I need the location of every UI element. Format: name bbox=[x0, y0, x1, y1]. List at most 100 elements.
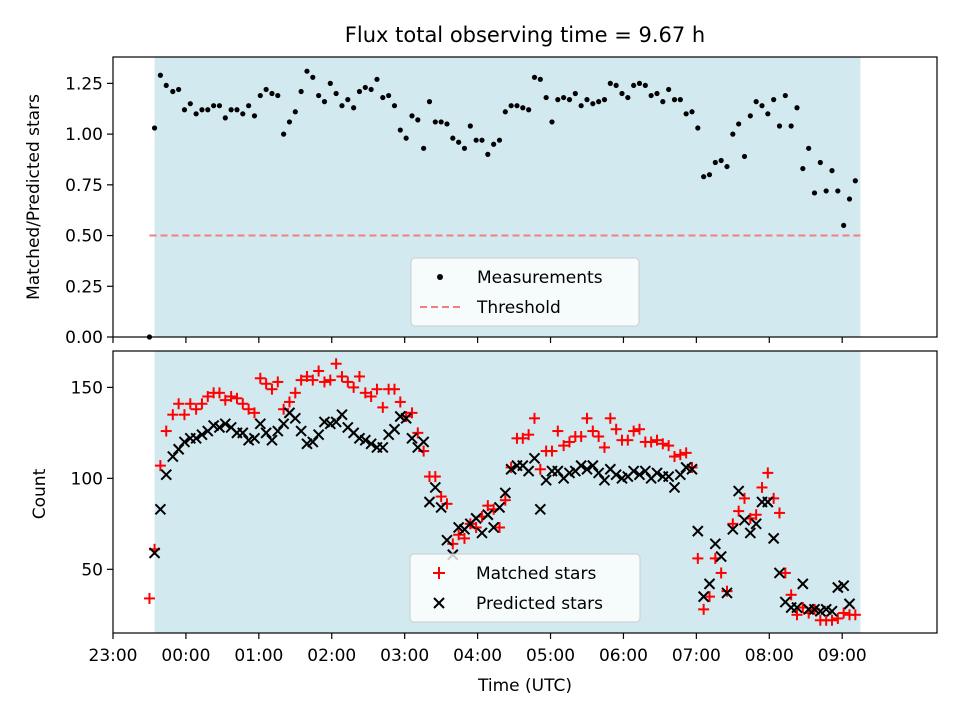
x-tick-label: 01:00 bbox=[234, 646, 283, 666]
measurement-point bbox=[537, 76, 543, 82]
matched-star-point bbox=[313, 365, 325, 377]
predicted-star-point bbox=[598, 474, 611, 486]
predicted-star-point bbox=[237, 427, 249, 439]
measurement-point bbox=[380, 94, 386, 101]
measurement-point bbox=[636, 80, 643, 86]
y-tick-label: 100 bbox=[71, 469, 103, 489]
matched-star-point bbox=[657, 438, 669, 450]
predicted-star-point bbox=[482, 509, 494, 521]
matched-star-point bbox=[692, 552, 704, 564]
measurement-point bbox=[391, 103, 398, 109]
measurement-point bbox=[590, 101, 596, 107]
matched-star-point bbox=[272, 376, 284, 388]
matched-star-point bbox=[295, 374, 307, 386]
matched-star-point bbox=[756, 481, 768, 493]
matched-star-point bbox=[698, 603, 710, 615]
matched-star-point bbox=[348, 381, 360, 393]
matched-star-point bbox=[365, 390, 377, 402]
measurement-point bbox=[601, 97, 608, 103]
measurement-point bbox=[421, 145, 427, 151]
x-tick-label: 03:00 bbox=[380, 646, 429, 666]
top-x-axis bbox=[112, 337, 843, 343]
measurement-point bbox=[578, 103, 584, 109]
matched-star-point bbox=[143, 592, 155, 604]
matched-star-point bbox=[733, 505, 745, 517]
matched-star-point bbox=[499, 494, 511, 506]
matched-star-point bbox=[260, 378, 272, 390]
measurement-point bbox=[572, 90, 578, 97]
measurement-point bbox=[852, 178, 858, 184]
measurement-point bbox=[823, 188, 829, 194]
measurement-point bbox=[496, 137, 503, 143]
predicted-star-point bbox=[791, 601, 803, 614]
predicted-star-point bbox=[651, 467, 663, 479]
measurement-point bbox=[706, 172, 713, 178]
measurement-point bbox=[648, 92, 654, 99]
measurement-point bbox=[566, 97, 573, 103]
matched-star-point bbox=[593, 431, 605, 443]
predicted-star-point bbox=[633, 469, 646, 481]
matched-star-point bbox=[651, 434, 663, 446]
matched-star-point bbox=[219, 394, 231, 406]
predicted-star-point bbox=[668, 481, 681, 494]
legend-measurements-label: Measurements bbox=[477, 268, 603, 288]
predicted-stars-series bbox=[148, 407, 856, 617]
predicted-star-point bbox=[744, 527, 757, 539]
matched-star-point bbox=[266, 383, 278, 395]
measurement-point bbox=[269, 90, 275, 97]
matched-star-point bbox=[750, 509, 762, 521]
predicted-star-point bbox=[773, 567, 786, 579]
matched-star-point bbox=[394, 396, 406, 408]
x-tick-label: 06:00 bbox=[599, 646, 648, 666]
measurement-point bbox=[800, 165, 806, 172]
x-tick-label: 08:00 bbox=[745, 646, 794, 666]
matched-star-point bbox=[342, 376, 354, 388]
top-plot-frame bbox=[112, 56, 938, 338]
measurement-point bbox=[677, 97, 683, 103]
measurement-point bbox=[461, 145, 468, 151]
predicted-star-point bbox=[540, 474, 552, 486]
top-legend-box bbox=[410, 257, 640, 327]
bottom-plot-frame bbox=[112, 350, 938, 634]
measurement-point bbox=[811, 190, 818, 196]
predicted-star-point bbox=[843, 598, 856, 610]
matched-star-point bbox=[154, 460, 166, 472]
measurement-point bbox=[450, 135, 456, 141]
predicted-star-point bbox=[697, 590, 710, 603]
x-tick-label: 04:00 bbox=[453, 646, 502, 666]
measurement-point bbox=[257, 92, 263, 99]
top-y-axis-label: Matched/Predicted stars bbox=[24, 94, 44, 300]
measurement-point bbox=[741, 153, 748, 160]
legend-measurements-marker bbox=[437, 274, 443, 280]
matched-star-point bbox=[674, 449, 686, 461]
legend-predicted-label: Predicted stars bbox=[476, 594, 603, 614]
predicted-star-point bbox=[190, 432, 202, 445]
predicted-star-point bbox=[295, 425, 307, 437]
x-tick-label: 23:00 bbox=[89, 646, 138, 666]
measurement-point bbox=[228, 107, 234, 113]
measurement-point bbox=[432, 119, 438, 125]
predicted-star-point bbox=[487, 521, 500, 534]
matched-star-point bbox=[838, 607, 850, 619]
matched-star-point bbox=[324, 374, 336, 386]
measurement-point bbox=[753, 99, 759, 105]
matched-star-point bbox=[517, 432, 529, 444]
predicted-star-point bbox=[575, 459, 587, 472]
measurement-point bbox=[607, 80, 613, 86]
measurement-point bbox=[374, 76, 380, 82]
matched-star-point bbox=[231, 392, 243, 404]
predicted-star-point bbox=[750, 518, 762, 530]
matched-star-point bbox=[441, 498, 453, 510]
matched-star-point bbox=[762, 467, 774, 479]
predicted-star-point bbox=[639, 465, 652, 477]
measurement-point bbox=[467, 123, 473, 129]
matched-star-point bbox=[645, 436, 657, 448]
measurement-point bbox=[776, 123, 783, 129]
predicted-star-point bbox=[476, 527, 488, 539]
matched-star-point bbox=[482, 500, 494, 512]
matched-star-point bbox=[458, 532, 470, 544]
matched-star-point bbox=[604, 412, 616, 424]
predicted-star-point bbox=[662, 470, 675, 483]
predicted-star-point bbox=[289, 412, 302, 425]
matched-star-point bbox=[581, 412, 593, 424]
